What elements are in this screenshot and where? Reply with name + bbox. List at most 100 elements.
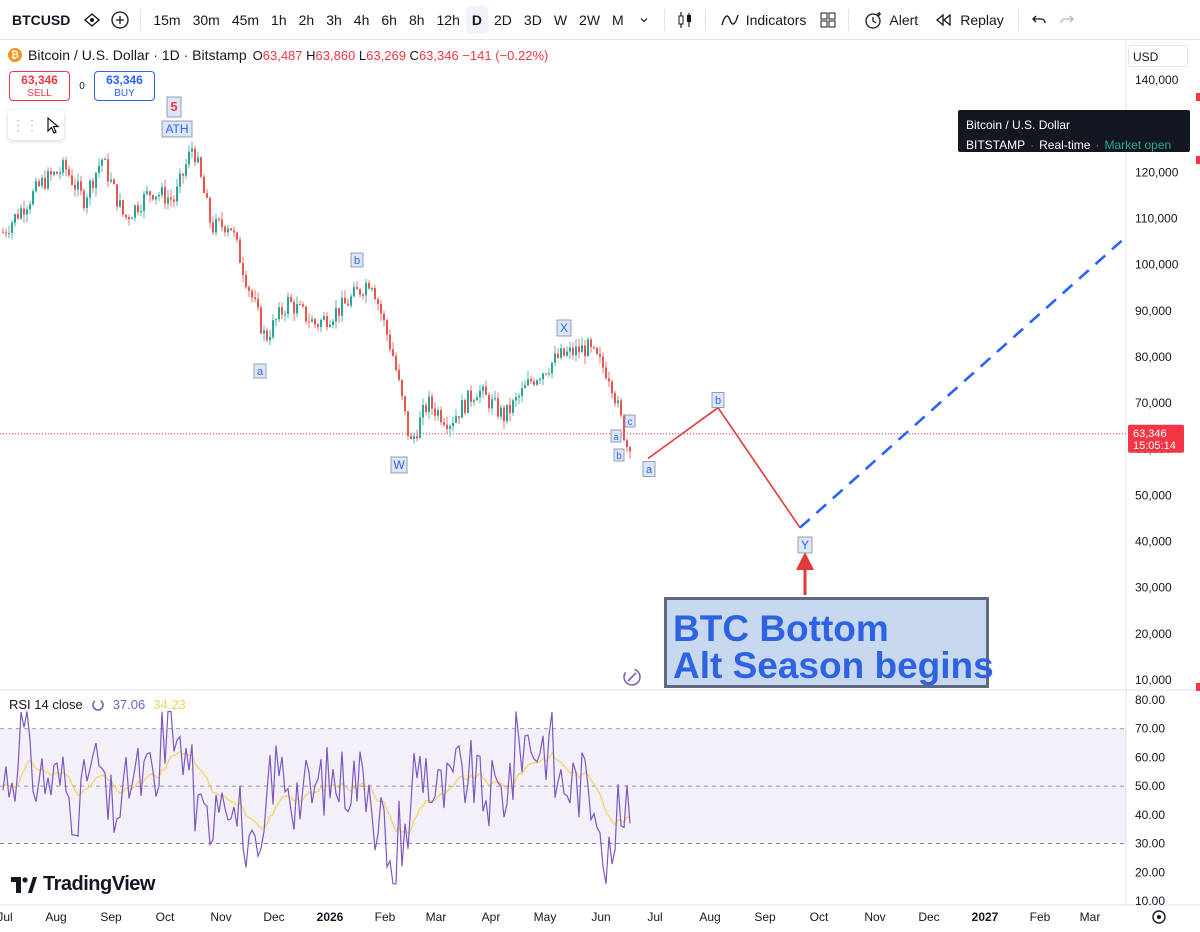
- candle: [488, 392, 490, 413]
- sell-button[interactable]: 63,346 SELL: [9, 71, 70, 101]
- wave-a-label-box: [253, 363, 267, 379]
- currency-label[interactable]: USD: [1128, 45, 1188, 67]
- candle: [350, 293, 352, 309]
- candle: [116, 184, 118, 212]
- interval-15m[interactable]: 15m: [153, 11, 181, 28]
- alert-button[interactable]: Alert: [855, 6, 926, 34]
- price-marker: [1196, 93, 1200, 101]
- candle: [146, 185, 148, 197]
- candle: [365, 278, 367, 304]
- candle: [212, 216, 214, 236]
- candle: [293, 298, 295, 322]
- candle: [317, 322, 319, 332]
- candle: [530, 375, 532, 385]
- candle: [305, 305, 307, 325]
- templates-icon[interactable]: [814, 6, 842, 34]
- price-tick-label: 100,000: [1135, 258, 1179, 272]
- tooltip-name: Bitcoin / U.S. Dollar: [966, 118, 1071, 132]
- candle: [221, 211, 223, 232]
- add-symbol-icon[interactable]: [106, 6, 134, 34]
- interval-45m[interactable]: 45m: [231, 11, 260, 28]
- time-tick-label: Sep: [100, 910, 122, 924]
- candle: [206, 188, 208, 199]
- candle: [29, 200, 31, 214]
- wave-a-label: a: [257, 366, 264, 378]
- toolbar-divider: [1017, 8, 1019, 31]
- interval-2w[interactable]: 2W: [579, 11, 601, 28]
- time-tick-label: Nov: [210, 910, 231, 924]
- indicators-button[interactable]: Indicators: [712, 6, 815, 34]
- candle: [173, 195, 175, 208]
- price-marker: [1196, 683, 1200, 691]
- top-toolbar: BTCUSD 15m 30m 45m 1h 2h 3h 4h 6h 8h 12h D 2D 3D W 2W M…: [0, 0, 1200, 40]
- time-tick-label: 2027: [972, 910, 999, 924]
- compare-icon[interactable]: [78, 6, 106, 34]
- interval-2d[interactable]: 2D: [494, 11, 512, 28]
- drag-handle-icon[interactable]: ⋮⋮: [11, 116, 39, 133]
- wave-5-label-box: [166, 96, 182, 118]
- price-tick-label: 40,000: [1135, 535, 1172, 549]
- time-tick-label: Jul: [0, 910, 13, 924]
- buy-button[interactable]: 63,346 BUY: [94, 71, 155, 101]
- interval-1h[interactable]: 1h: [271, 11, 287, 28]
- interval-d[interactable]: D: [465, 5, 488, 34]
- candle: [428, 390, 430, 420]
- bitcoin-logo-icon: ₿: [8, 48, 22, 62]
- candle: [521, 381, 523, 403]
- interval-12h[interactable]: 12h: [436, 11, 460, 28]
- interval-w[interactable]: W: [553, 11, 568, 28]
- last-price-value: 63,346: [1133, 428, 1167, 440]
- spread-value: 0: [79, 80, 85, 92]
- candle: [335, 300, 337, 329]
- interval-2h[interactable]: 2h: [298, 11, 315, 28]
- candle: [590, 337, 592, 353]
- candle: [35, 177, 37, 194]
- wave-y-label-box: [797, 536, 813, 554]
- candle: [50, 167, 52, 181]
- candle: [548, 368, 550, 377]
- callout-line-1: BTC Bottom: [673, 608, 889, 649]
- candle: [140, 204, 142, 216]
- interval-3h[interactable]: 3h: [326, 11, 342, 28]
- interval-3d[interactable]: 3D: [523, 11, 542, 28]
- interval-30m[interactable]: 30m: [192, 11, 220, 28]
- candles-chart-type-icon[interactable]: [671, 6, 699, 34]
- candle: [278, 302, 280, 323]
- candle: [533, 378, 535, 387]
- interval-8h[interactable]: 8h: [408, 11, 425, 28]
- candle: [497, 392, 499, 420]
- interval-6h[interactable]: 6h: [381, 11, 397, 28]
- candle: [248, 285, 250, 297]
- candle: [476, 393, 478, 401]
- candle: [545, 372, 547, 376]
- candle: [494, 390, 496, 402]
- interval-m[interactable]: M: [612, 11, 624, 28]
- rsi-title[interactable]: RSI 14 close: [9, 697, 83, 712]
- symbol-search-button[interactable]: BTCUSD: [12, 11, 71, 28]
- replay-button[interactable]: Replay: [926, 6, 1012, 34]
- legend-title[interactable]: Bitcoin / U.S. Dollar · 1D · Bitstamp: [28, 47, 247, 63]
- candle: [128, 214, 130, 226]
- candle: [47, 167, 49, 191]
- time-tick-label: Jul: [647, 910, 662, 924]
- wave-b-label-box: [350, 252, 364, 268]
- time-tick-label: Nov: [864, 910, 885, 924]
- cursor-icon[interactable]: [45, 116, 61, 134]
- candle: [383, 310, 385, 327]
- undo-icon[interactable]: [1025, 6, 1053, 34]
- chevron-down-icon[interactable]: [630, 6, 658, 34]
- time-tick-label: Oct: [810, 910, 829, 924]
- candle: [461, 394, 463, 418]
- rsi-ma-value: 34.23: [153, 697, 186, 712]
- candle: [458, 416, 460, 424]
- wave-projection: [647, 235, 1127, 595]
- candle: [218, 217, 220, 223]
- candle: [104, 156, 106, 161]
- redo-icon[interactable]: [1053, 6, 1081, 34]
- rsi-tick-label: 80.00: [1135, 693, 1165, 707]
- candle: [341, 290, 343, 323]
- candle: [389, 329, 391, 353]
- interval-4h[interactable]: 4h: [353, 11, 370, 28]
- candle: [38, 178, 40, 188]
